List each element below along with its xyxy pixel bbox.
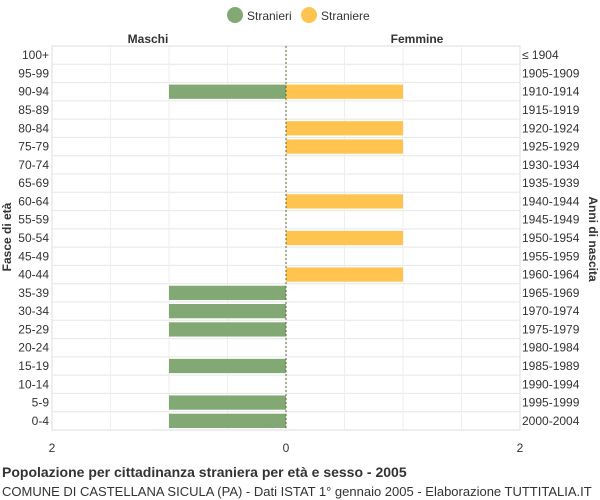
x-tick-labels: 2 0 2: [49, 441, 524, 455]
age-label: 70-74: [18, 158, 49, 172]
legend-label-stranieri: Stranieri: [247, 9, 292, 23]
bar-straniere-50-54: [286, 230, 403, 246]
age-label: 35-39: [18, 286, 49, 300]
y-axis-right-title: Anni di nascita: [586, 196, 600, 282]
birth-year-label: 1995-1999: [522, 396, 580, 410]
age-label: 65-69: [18, 176, 49, 190]
birth-year-labels: ≤ 1904 1905-1909 1910-1914 1915-1919 1920-19…: [522, 48, 580, 428]
birth-year-label: 1975-1979: [522, 322, 580, 336]
birth-year-label: 1970-1974: [522, 304, 580, 318]
y-axis-left-title: Fasce di età: [0, 202, 14, 271]
age-label: 5-9: [32, 396, 50, 410]
bar-stranieri-15-19: [169, 358, 286, 374]
age-label: 60-64: [18, 194, 49, 208]
birth-year-label: 1950-1954: [522, 231, 580, 245]
birth-year-label: 1990-1994: [522, 377, 580, 391]
birth-year-label: 1910-1914: [522, 85, 580, 99]
legend-swatch-stranieri: [227, 7, 243, 23]
age-label: 15-19: [18, 359, 49, 373]
bar-stranieri-0-4: [169, 413, 286, 428]
population-pyramid-chart: Stranieri Straniere Maschi Femmine 100+ 95…: [0, 7, 600, 455]
birth-year-label: 2000-2004: [522, 414, 580, 428]
bar-straniere-75-79: [286, 139, 403, 154]
legend-swatch-straniere: [301, 7, 317, 23]
legend: Stranieri Straniere: [227, 7, 370, 23]
birth-year-label: 1935-1939: [522, 176, 580, 190]
birth-year-label: 1905-1909: [522, 66, 580, 80]
bar-stranieri-35-39: [169, 285, 286, 300]
age-label: 90-94: [18, 85, 49, 99]
bar-stranieri-30-34: [169, 304, 286, 319]
age-label: 30-34: [18, 304, 49, 318]
age-label: 50-54: [18, 231, 49, 245]
age-label: 25-29: [18, 322, 49, 336]
birth-year-label: 1940-1944: [522, 194, 580, 208]
birth-year-label: 1980-1984: [522, 341, 580, 355]
x-tick-label: 0: [283, 441, 290, 455]
birth-year-label: 1965-1969: [522, 286, 580, 300]
birth-year-label: ≤ 1904: [522, 48, 559, 62]
age-label: 85-89: [18, 103, 49, 117]
age-label: 75-79: [18, 140, 49, 154]
bar-straniere-40-44: [286, 267, 403, 282]
bar-stranieri-90-94: [169, 84, 286, 99]
age-label: 40-44: [18, 268, 49, 282]
birth-year-label: 1985-1989: [522, 359, 580, 373]
right-header: Femmine: [391, 32, 444, 46]
birth-year-label: 1955-1959: [522, 249, 580, 263]
birth-year-label: 1930-1934: [522, 158, 580, 172]
age-label: 95-99: [18, 66, 49, 80]
age-label: 20-24: [18, 341, 49, 355]
birth-year-label: 1925-1929: [522, 140, 580, 154]
x-tick-label: 2: [517, 441, 524, 455]
age-label: 45-49: [18, 249, 49, 263]
age-label: 80-84: [18, 121, 49, 135]
birth-year-label: 1960-1964: [522, 268, 580, 282]
legend-label-straniere: Straniere: [321, 9, 370, 23]
chart-caption-subtitle: COMUNE DI CASTELLANA SICULA (PA) - Dati …: [2, 484, 592, 499]
birth-year-label: 1945-1949: [522, 213, 580, 227]
left-header: Maschi: [128, 32, 169, 46]
bars: [169, 46, 403, 430]
chart-caption-title: Popolazione per cittadinanza straniera p…: [2, 464, 407, 480]
age-label: 10-14: [18, 377, 49, 391]
age-label: 55-59: [18, 213, 49, 227]
age-labels: 100+ 95-99 90-94 85-89 80-84 75-79 70-74 65-69 6…: [18, 48, 49, 428]
bar-straniere-60-64: [286, 194, 403, 209]
x-tick-label: 2: [49, 441, 56, 455]
bar-straniere-90-94: [286, 84, 403, 99]
bar-stranieri-25-29: [169, 322, 286, 337]
age-label: 100+: [22, 48, 49, 62]
bar-straniere-80-84: [286, 121, 403, 136]
age-label: 0-4: [32, 414, 50, 428]
birth-year-label: 1920-1924: [522, 121, 580, 135]
bar-stranieri-5-9: [169, 395, 286, 410]
birth-year-label: 1915-1919: [522, 103, 580, 117]
